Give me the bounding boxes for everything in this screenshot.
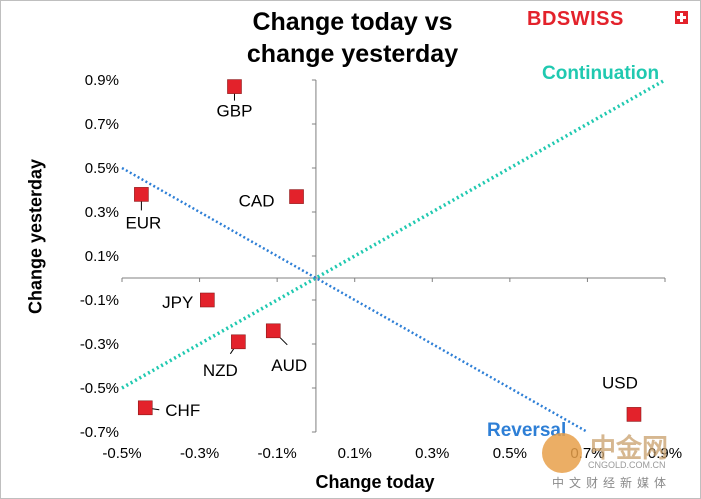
x-tick-label: -0.3% — [180, 445, 219, 462]
trendline-reversal — [121, 166, 589, 434]
y-tick-label: 0.9% — [85, 72, 119, 89]
trendline-continuation — [121, 78, 666, 390]
point-marker-gbp — [227, 79, 242, 94]
chart-title-line-2: change yesterday — [246, 40, 459, 68]
watermark: 中金网 CNGOLD.COM.CN 中文财经新媒体 — [540, 428, 690, 494]
point-label-eur: EUR — [125, 213, 161, 232]
point-label-chf: CHF — [165, 401, 200, 420]
trendline-label-continuation: Continuation — [542, 63, 659, 84]
point-marker-aud — [265, 323, 281, 339]
y-tick-label: -0.3% — [80, 336, 119, 353]
x-tick-label: 0.1% — [338, 445, 372, 462]
point-label-cad: CAD — [239, 192, 275, 211]
point-label-jpy: JPY — [162, 293, 193, 312]
point-label-nzd: NZD — [203, 361, 238, 380]
trendline-label-reversal: Reversal — [487, 420, 566, 441]
swiss-cross-icon — [675, 11, 688, 24]
chart-title-line-1: Change today vs — [252, 8, 453, 36]
x-tick-label: -0.5% — [102, 445, 141, 462]
x-tick-label: -0.1% — [258, 445, 297, 462]
y-tick-label: 0.5% — [85, 160, 119, 177]
y-tick-label: -0.5% — [80, 380, 119, 397]
point-label-gbp: GBP — [217, 102, 253, 121]
watermark-tagline: 中文财经新媒体 — [552, 476, 672, 490]
point-marker-eur — [134, 187, 149, 202]
point-marker-cad — [289, 189, 304, 204]
brand-logo-text: BDSWISS — [527, 8, 624, 30]
point-marker-chf — [137, 400, 153, 416]
watermark-url: CNGOLD.COM.CN — [588, 460, 666, 470]
watermark-logo-icon — [542, 433, 582, 473]
x-tick-label: 0.3% — [415, 445, 449, 462]
x-axis-label: Change today — [315, 472, 435, 492]
y-tick-label: 0.1% — [85, 248, 119, 265]
x-tick-label: 0.5% — [493, 445, 527, 462]
watermark-title: 中金网 — [590, 434, 669, 464]
chart-title: Change today vs change yesterday — [200, 6, 505, 70]
y-tick-label: -0.1% — [80, 292, 119, 309]
y-tick-label: 0.7% — [85, 116, 119, 133]
point-marker-usd — [626, 407, 642, 422]
x-tick-label: 0.9% — [648, 445, 682, 462]
point-label-usd: USD — [602, 373, 638, 392]
y-tick-label: 0.3% — [85, 204, 119, 221]
point-marker-nzd — [231, 334, 246, 350]
point-marker-jpy — [200, 292, 215, 308]
point-label-aud: AUD — [271, 356, 307, 375]
y-tick-label: -0.7% — [80, 424, 119, 441]
